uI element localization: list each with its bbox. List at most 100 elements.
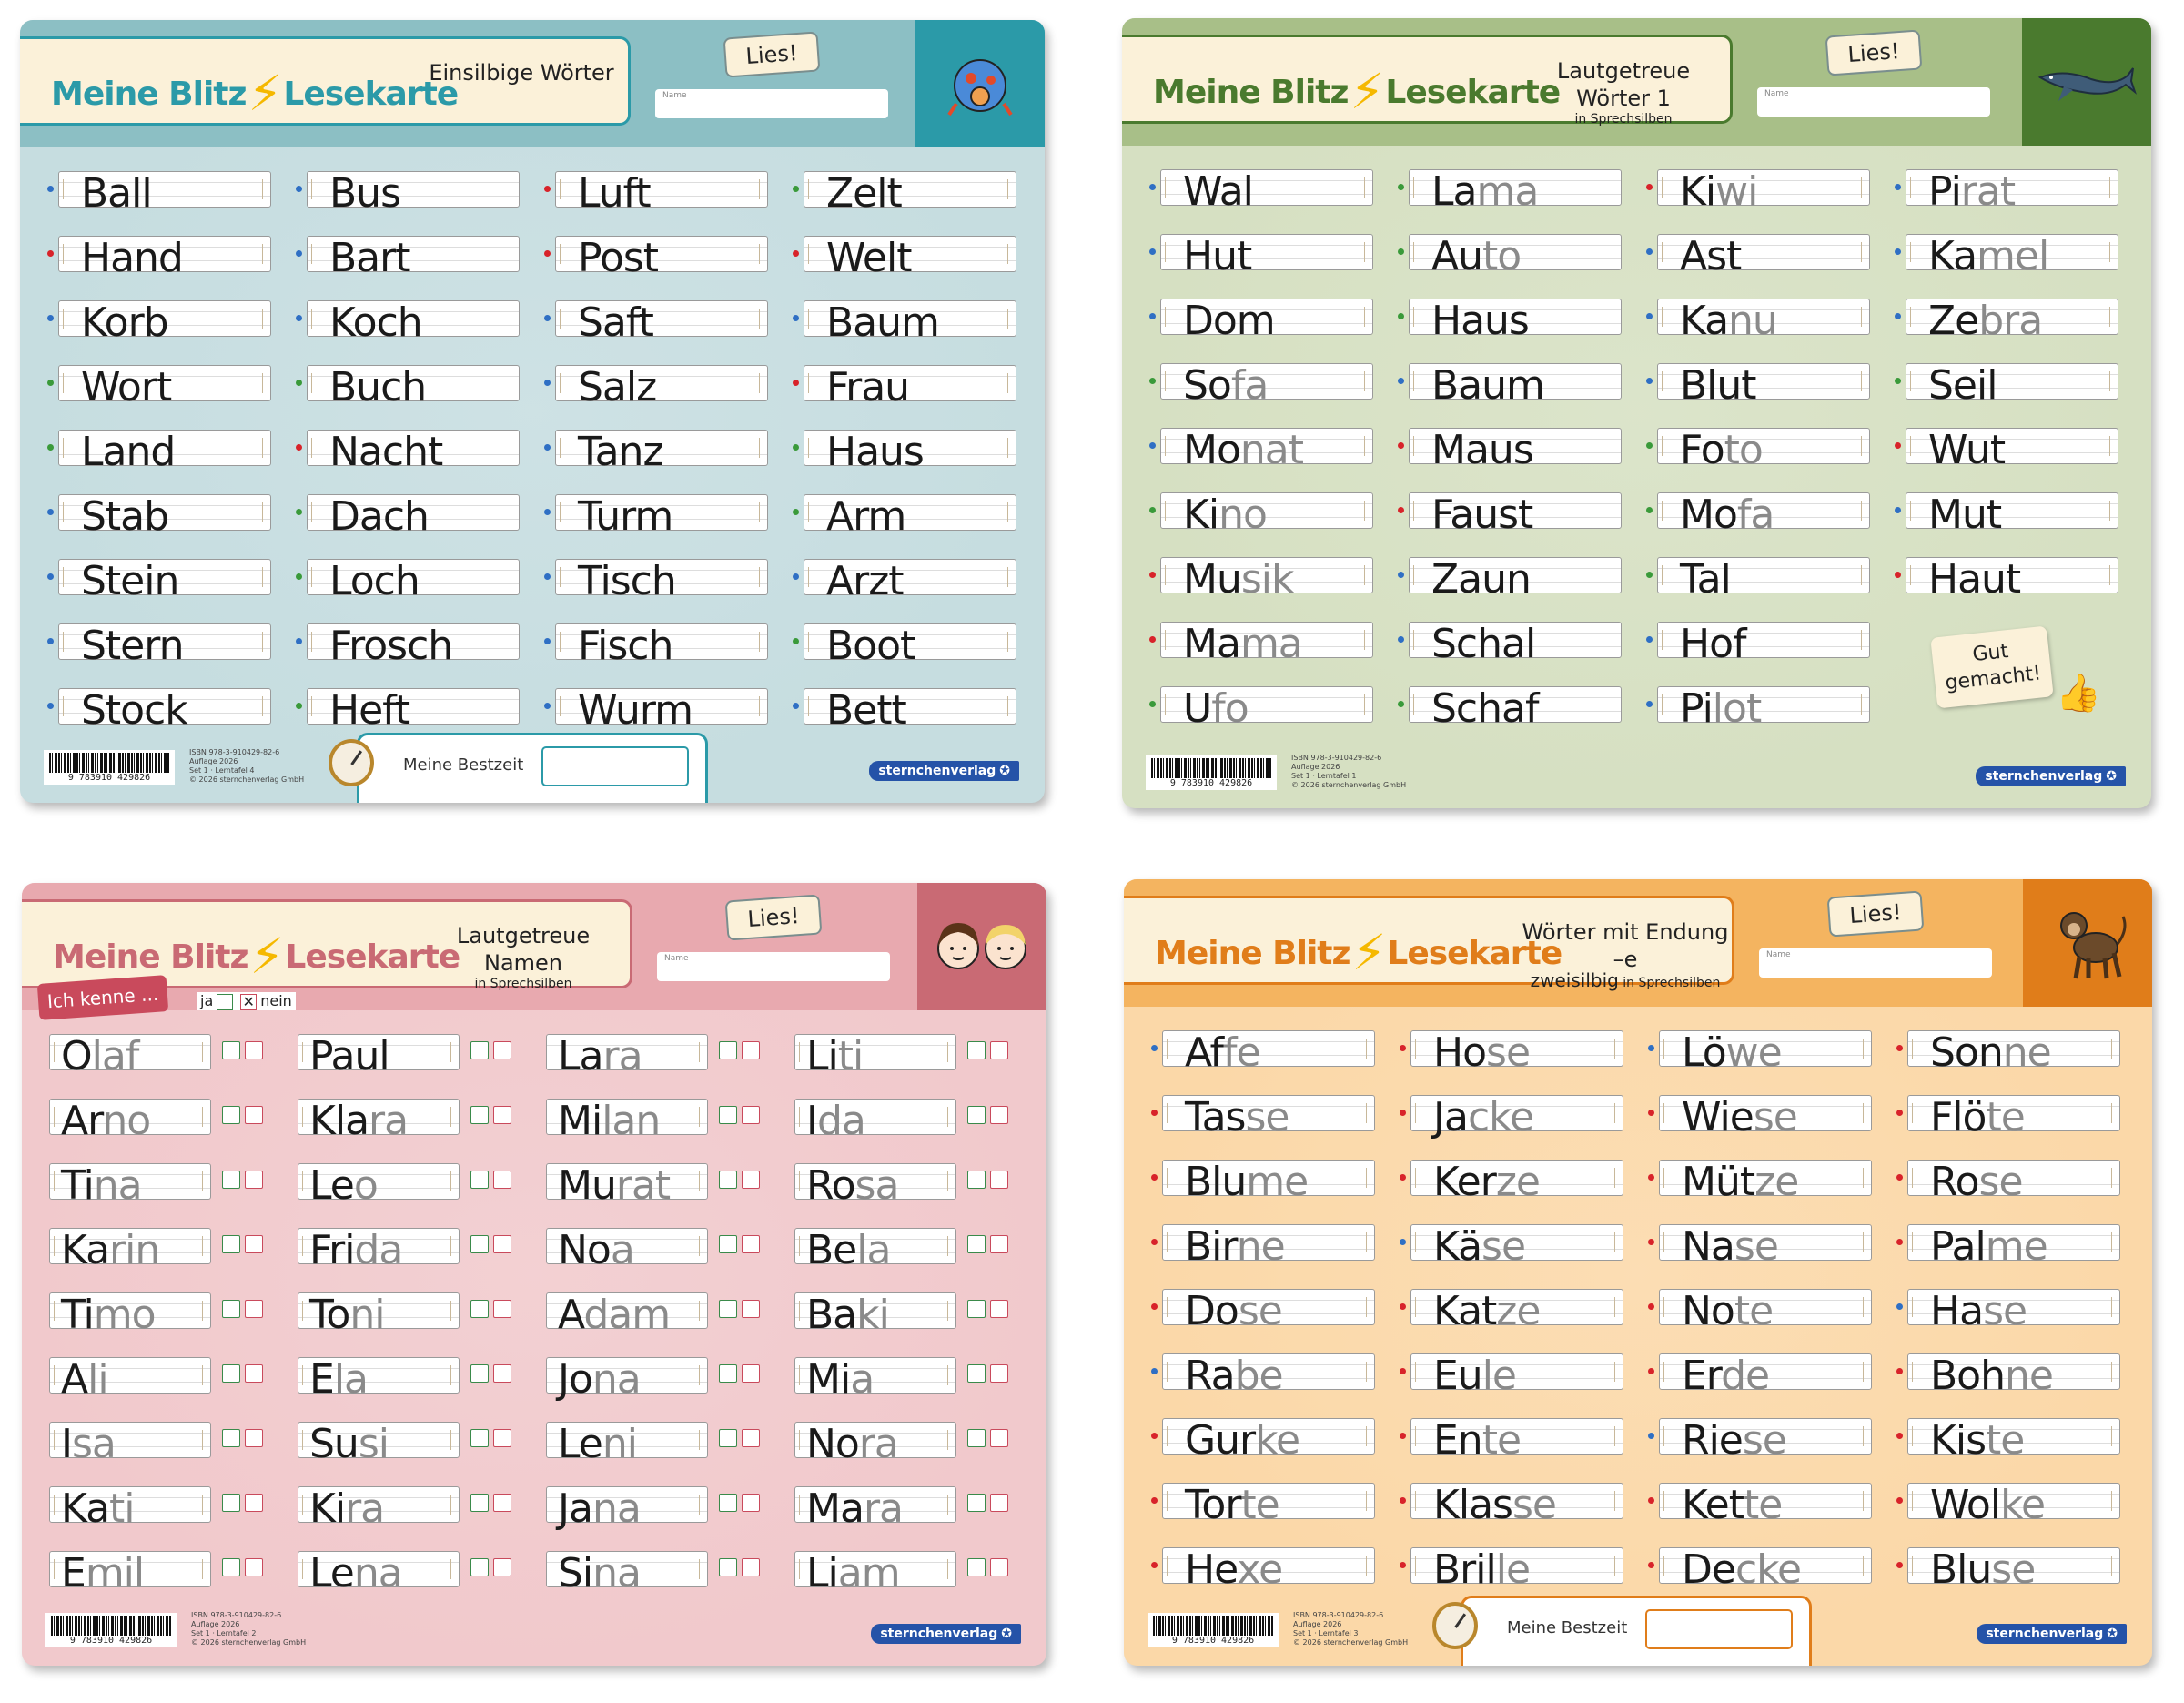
- ja-checkbox[interactable]: [967, 1364, 986, 1383]
- ja-checkbox[interactable]: [222, 1558, 240, 1576]
- ja-checkbox[interactable]: [967, 1494, 986, 1512]
- nein-checkbox[interactable]: [990, 1558, 1008, 1576]
- ja-checkbox[interactable]: [470, 1494, 489, 1512]
- ja-checkbox[interactable]: [222, 1364, 240, 1383]
- nein-checkbox[interactable]: [990, 1235, 1008, 1253]
- word-cell: Erde: [1648, 1348, 1885, 1399]
- ja-checkbox[interactable]: [222, 1494, 240, 1512]
- nein-checkbox[interactable]: [990, 1494, 1008, 1512]
- word-cell: Kira: [298, 1481, 534, 1532]
- word-text: Tal: [1680, 554, 1732, 605]
- nein-checkbox[interactable]: [493, 1235, 511, 1253]
- syllable-2: li: [87, 1356, 108, 1403]
- word-line-box: Mara: [794, 1485, 956, 1532]
- ja-checkbox[interactable]: [719, 1429, 737, 1447]
- nein-checkbox[interactable]: [245, 1171, 263, 1189]
- nein-checkbox[interactable]: [742, 1494, 760, 1512]
- vowel-dot-icon: [1400, 1239, 1406, 1245]
- name-field[interactable]: Name: [655, 89, 888, 118]
- word-text: Leni: [558, 1419, 638, 1470]
- ja-checkbox[interactable]: [222, 1235, 240, 1253]
- ja-checkbox[interactable]: [719, 1300, 737, 1318]
- ja-checkbox[interactable]: [222, 1429, 240, 1447]
- nein-checkbox[interactable]: [493, 1429, 511, 1447]
- footer: 9 783910 429826 ISBN 978-3-910429-82-6 Au…: [20, 726, 1045, 803]
- word-line-box: Koch: [307, 299, 520, 346]
- ja-checkbox[interactable]: [470, 1171, 489, 1189]
- header-title-box: Meine Blitz⚡Lesekarte Einsilbige Wörter: [20, 36, 631, 126]
- word-cell: Arm: [793, 489, 1029, 540]
- nein-checkbox[interactable]: [245, 1558, 263, 1576]
- bestzeit-field[interactable]: [1645, 1609, 1793, 1649]
- ja-checkbox[interactable]: [719, 1235, 737, 1253]
- thumbs-up-icon: 👍: [2056, 673, 2101, 715]
- ja-checkbox[interactable]: [719, 1106, 737, 1124]
- nein-checkbox[interactable]: [245, 1364, 263, 1383]
- ja-checkbox[interactable]: [967, 1041, 986, 1059]
- syllable-1: Haus: [1431, 298, 1530, 344]
- nein-checkbox[interactable]: [245, 1494, 263, 1512]
- nein-checkbox[interactable]: [990, 1364, 1008, 1383]
- ja-checkbox[interactable]: [470, 1041, 489, 1059]
- nein-checkbox[interactable]: [742, 1558, 760, 1576]
- nein-checkbox[interactable]: [245, 1429, 263, 1447]
- word-text: Susi: [309, 1419, 389, 1470]
- ja-checkbox[interactable]: [470, 1558, 489, 1576]
- ja-checkbox[interactable]: [967, 1558, 986, 1576]
- ja-checkbox[interactable]: [719, 1041, 737, 1059]
- syllable-1: Ro: [806, 1162, 856, 1209]
- ja-checkbox[interactable]: [222, 1041, 240, 1059]
- ja-checkbox[interactable]: [719, 1171, 737, 1189]
- vowel-dot-icon: [1398, 378, 1404, 384]
- nein-checkbox[interactable]: [493, 1558, 511, 1576]
- nein-checkbox[interactable]: [493, 1364, 511, 1383]
- bestzeit-field[interactable]: [541, 746, 689, 786]
- nein-checkbox[interactable]: [990, 1106, 1008, 1124]
- ja-checkbox[interactable]: [967, 1171, 986, 1189]
- nein-checkbox[interactable]: [742, 1300, 760, 1318]
- nein-checkbox[interactable]: [245, 1235, 263, 1253]
- ja-checkbox[interactable]: [470, 1364, 489, 1383]
- word-line-box: Noa: [546, 1227, 708, 1273]
- ja-checkbox[interactable]: [967, 1429, 986, 1447]
- ja-checkbox[interactable]: [967, 1300, 986, 1318]
- word-line-box: Milan: [546, 1098, 708, 1144]
- syllable-1: Do: [1185, 1288, 1239, 1334]
- nein-checkbox[interactable]: [493, 1300, 511, 1318]
- nein-checkbox[interactable]: [990, 1300, 1008, 1318]
- nein-checkbox[interactable]: [742, 1171, 760, 1189]
- word-text: Auto: [1431, 231, 1522, 282]
- nein-checkbox[interactable]: [245, 1106, 263, 1124]
- nein-checkbox[interactable]: [742, 1364, 760, 1383]
- ja-checkbox[interactable]: [470, 1235, 489, 1253]
- nein-checkbox[interactable]: [742, 1235, 760, 1253]
- nein-checkbox[interactable]: [990, 1041, 1008, 1059]
- name-field[interactable]: Name: [1757, 87, 1990, 117]
- word-cell: Mütze: [1648, 1154, 1885, 1205]
- ja-checkbox[interactable]: [222, 1300, 240, 1318]
- nein-checkbox[interactable]: [245, 1300, 263, 1318]
- nein-checkbox[interactable]: [493, 1171, 511, 1189]
- nein-checkbox[interactable]: [493, 1106, 511, 1124]
- ja-checkbox[interactable]: [719, 1364, 737, 1383]
- ja-checkbox[interactable]: [719, 1558, 737, 1576]
- nein-checkbox[interactable]: [742, 1429, 760, 1447]
- ja-checkbox[interactable]: [222, 1171, 240, 1189]
- nein-checkbox[interactable]: [990, 1171, 1008, 1189]
- ja-checkbox[interactable]: [222, 1106, 240, 1124]
- nein-checkbox[interactable]: [990, 1429, 1008, 1447]
- nein-checkbox[interactable]: [742, 1041, 760, 1059]
- ja-checkbox[interactable]: [470, 1300, 489, 1318]
- ja-checkbox[interactable]: [470, 1106, 489, 1124]
- nein-checkbox[interactable]: [493, 1494, 511, 1512]
- ja-checkbox[interactable]: [967, 1235, 986, 1253]
- ja-checkbox[interactable]: [470, 1429, 489, 1447]
- word-cell: Salz: [544, 360, 781, 411]
- nein-checkbox[interactable]: [493, 1041, 511, 1059]
- name-field[interactable]: Name: [657, 952, 890, 981]
- nein-checkbox[interactable]: [742, 1106, 760, 1124]
- ja-checkbox[interactable]: [967, 1106, 986, 1124]
- name-field[interactable]: Name: [1759, 948, 1992, 978]
- nein-checkbox[interactable]: [245, 1041, 263, 1059]
- ja-checkbox[interactable]: [719, 1494, 737, 1512]
